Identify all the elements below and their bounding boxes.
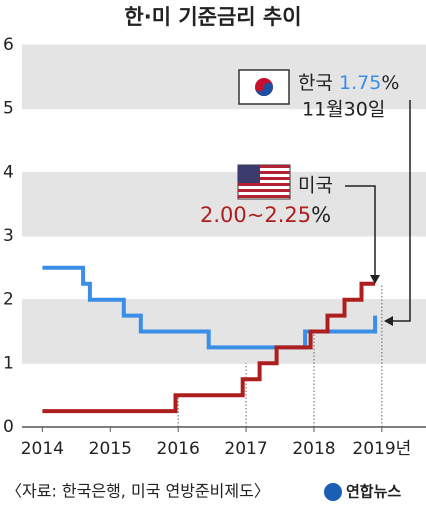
chart-title: 한·미 기준금리 추이 [124,5,301,29]
y-tick-label: 1 [3,353,14,373]
y-tick-label: 2 [3,290,14,310]
x-tick-label: 2015 [89,439,132,459]
y-tick-label: 4 [3,162,14,182]
korea-arrow [390,100,411,322]
flag-stripes [238,165,290,198]
us-name: 미국 [298,175,333,197]
us-rate: 2.00~2.25 [200,203,311,227]
band [22,172,426,236]
flag-canton [238,165,260,183]
y-tick-label: 6 [3,35,14,55]
us-arrow [345,185,376,276]
x-tick-label: 2019년 [352,439,411,459]
logo-mark [324,483,342,501]
korea-name: 한국 [298,72,333,94]
band [22,45,426,109]
source: 〈자료: 한국은행, 미국 연방준비제도〉 [6,482,270,501]
x-tick-label: 2018 [292,439,335,459]
series-line [42,281,376,414]
y-tick-label: 3 [3,226,14,246]
plot [42,265,378,414]
arrow-head [384,316,393,326]
x-tick-label: 2014 [21,439,64,459]
logo: 연합뉴스 [346,483,401,501]
series-line [42,265,378,350]
korea-date: 11월30일 [302,99,385,121]
bands: 0 1 2 3 4 5 6 2014 2015 2016 2017 2018 2019년 [3,35,426,459]
us-label: 2.00~2.25% [200,203,331,227]
korea-label: 한국 1.75% [298,72,399,94]
us-annotation: 미국 2.00~2.25% [200,164,380,284]
korea-annotation: 한국 1.75% 11월30일 [238,69,411,326]
korea-rate: 1.75 [339,72,381,94]
arrow-head [370,275,380,284]
y-tick-label: 0 [3,417,14,437]
y-tick-label: 5 [3,99,14,119]
flag-circle-blue [255,82,273,96]
x-tick-label: 2017 [224,439,267,459]
x-tick-label: 2016 [157,439,200,459]
us-unit: % [311,203,331,227]
korea-unit: % [381,72,399,94]
